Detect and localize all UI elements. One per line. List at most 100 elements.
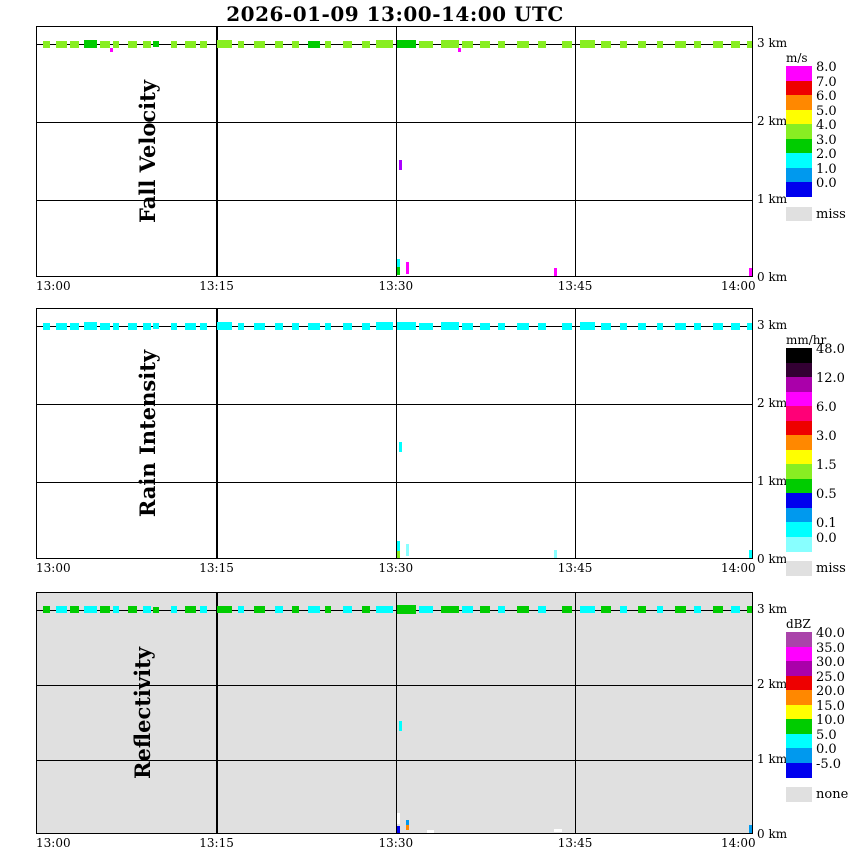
xtick-reflectivity-1: 13:15 — [199, 836, 234, 850]
colorbar-swatch — [786, 704, 812, 720]
colorbar-tick: 15.0 — [816, 698, 845, 714]
colorbar-swatch — [786, 435, 812, 450]
data-cell — [362, 606, 371, 613]
data-cell — [462, 322, 474, 330]
data-cell — [694, 322, 702, 330]
colorbar-swatch — [786, 507, 812, 523]
data-cell — [127, 322, 138, 330]
ytick-reflectivity-0km: 0 km — [757, 827, 788, 841]
data-cell — [601, 40, 611, 48]
data-cell — [396, 605, 416, 614]
data-cell — [152, 606, 159, 613]
colorbar-swatch — [786, 675, 812, 691]
data-cell — [376, 40, 394, 49]
data-cell — [746, 606, 752, 613]
data-cell — [396, 551, 401, 558]
colorbar-swatch — [786, 182, 812, 197]
data-cell — [56, 322, 67, 330]
data-cell — [537, 322, 547, 330]
colorbar-tick: 0.1 — [816, 516, 837, 531]
gridline-h-2km — [37, 122, 752, 124]
xtick-fall-velocity-3: 13:45 — [557, 279, 593, 293]
data-cell — [274, 40, 284, 48]
data-cell — [406, 819, 409, 825]
colorbar-swatch — [786, 646, 812, 662]
colorbar-tick: 3.0 — [816, 429, 837, 444]
data-cell — [342, 606, 353, 613]
colorbar-tick: 25.0 — [816, 669, 845, 685]
data-cell — [42, 322, 51, 330]
data-cell — [199, 40, 207, 48]
data-cell — [291, 40, 299, 48]
data-cell — [498, 606, 506, 613]
data-cell — [100, 606, 110, 613]
data-cell — [517, 40, 530, 48]
colorbar-tick: 4.0 — [816, 118, 837, 133]
data-cell — [561, 322, 573, 330]
colorbar-swatch — [786, 109, 812, 125]
colorbar-swatch — [786, 124, 812, 139]
data-cell — [657, 322, 664, 330]
gridline-v-30min — [395, 309, 397, 558]
colorbar-swatch — [786, 377, 812, 392]
colorbar-tick: 0.5 — [816, 487, 837, 502]
data-cell — [396, 813, 401, 824]
data-cell — [579, 322, 596, 331]
data-cell — [561, 606, 573, 613]
data-cell — [731, 606, 740, 613]
data-cell — [291, 322, 299, 330]
xtick-rain-intensity-1: 13:15 — [199, 561, 234, 575]
data-cell — [113, 40, 120, 48]
colorbar-swatch — [786, 95, 812, 110]
data-cell — [601, 322, 611, 330]
data-cell — [152, 323, 159, 330]
data-cell — [100, 322, 110, 330]
data-cell — [376, 605, 394, 614]
data-cell — [396, 39, 416, 49]
colorbar-swatch — [786, 661, 812, 676]
data-cell — [457, 48, 461, 53]
data-cell — [462, 606, 474, 613]
xtick-rain-intensity-4: 14:00 — [721, 561, 756, 575]
ytick-rain-intensity-0km: 0 km — [757, 552, 788, 566]
data-cell — [620, 606, 628, 613]
colorbar-tick: 0.0 — [816, 176, 837, 191]
colorbar-tick: 2.0 — [816, 147, 837, 162]
data-cell — [498, 322, 506, 330]
panel-label-fall-velocity: Fall Velocity — [135, 80, 160, 224]
data-cell — [127, 606, 138, 613]
colorbar-tick: 7.0 — [816, 74, 837, 90]
data-cell — [480, 606, 490, 613]
colorbar-tick: 12.0 — [816, 371, 845, 386]
data-cell — [100, 40, 110, 48]
gridline-h-2km — [37, 404, 752, 406]
panel-fall-velocity: 3 km 2 km 1 km 0 km 13:00 13:15 13:30 13:45 14:0… — [0, 26, 850, 293]
data-cell — [396, 825, 401, 833]
data-cell — [601, 606, 611, 613]
colorbar-swatch — [786, 153, 812, 168]
data-cell — [426, 829, 434, 833]
ytick-reflectivity-3km: 3 km — [757, 601, 788, 616]
xtick-fall-velocity-1: 13:15 — [199, 279, 234, 293]
data-cell — [620, 322, 628, 330]
colorbar-tick: 20.0 — [816, 684, 845, 699]
data-cell — [237, 322, 244, 330]
data-cell — [396, 541, 401, 551]
ytick-rain-intensity-3km: 3 km — [757, 318, 788, 333]
colorbar-swatch — [786, 348, 812, 363]
colorbar-missing-swatch — [786, 206, 812, 221]
colorbar-swatch — [786, 493, 812, 508]
data-cell — [620, 40, 628, 48]
data-cell — [324, 322, 331, 330]
plot-area-rain-intensity — [36, 308, 753, 559]
colorbar-missing-label: none — [816, 787, 849, 802]
data-cell — [185, 40, 196, 48]
colorbar-swatch — [786, 762, 812, 778]
data-cell — [362, 322, 371, 330]
gridline-v-45min — [574, 309, 577, 558]
data-cell — [554, 549, 557, 558]
colorbar-tick: 40.0 — [816, 626, 845, 641]
xtick-reflectivity-0: 13:00 — [36, 836, 71, 850]
xtick-reflectivity-3: 13:45 — [557, 836, 593, 850]
colorbar-swatch — [786, 167, 812, 183]
